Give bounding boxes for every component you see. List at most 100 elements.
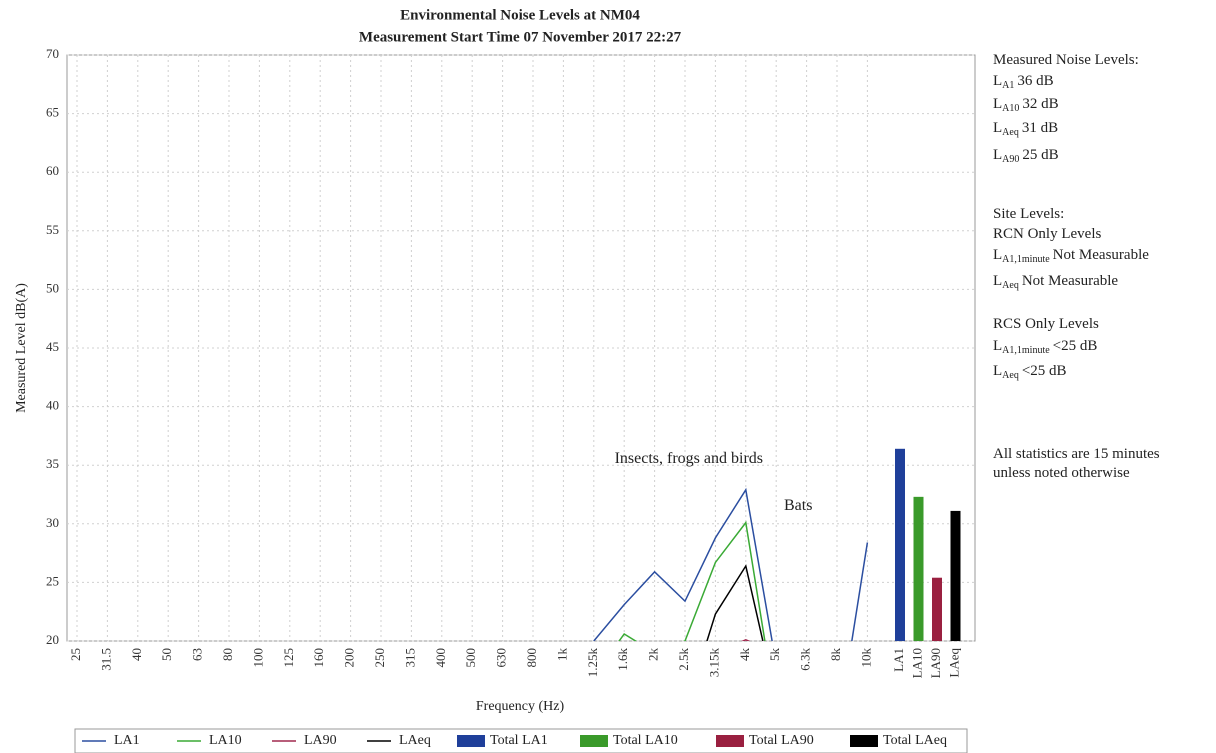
symbol: L (993, 247, 1002, 263)
legend-label: Total LA90 (749, 733, 814, 748)
bar (932, 577, 942, 641)
side-heading: RCN Only Levels (993, 226, 1101, 242)
x-tick-label: 3.15k (706, 648, 721, 678)
x-tick-label: 160 (311, 648, 326, 668)
x-tick-label: 100 (250, 648, 265, 668)
x-tick-label: 400 (433, 648, 448, 668)
x-tick-label: 1.6k (615, 648, 630, 671)
x-tick-label: 125 (281, 648, 296, 668)
y-tick-label: 35 (46, 456, 59, 471)
y-tick-label: 20 (46, 632, 59, 647)
x-tick-label: 1.25k (585, 648, 600, 678)
symbol: L (993, 120, 1002, 136)
symbol: L (993, 96, 1002, 112)
annotation: Insects, frogs and birds (615, 450, 763, 467)
symbol: L (993, 147, 1002, 163)
subscript: A1,1minute (1002, 254, 1050, 265)
y-tick-label: 70 (46, 46, 59, 61)
subscript: A1,1minute (1002, 345, 1050, 356)
side-text: RCN Only Levels (993, 226, 1101, 242)
x-tick-label: 63 (190, 648, 205, 661)
side-value: 36 dB (1017, 73, 1053, 89)
chart-title: Environmental Noise Levels at NM04 (400, 7, 640, 23)
subscript: A1 (1002, 80, 1014, 91)
x-tick-label: LA1 (891, 648, 906, 672)
legend-swatch (850, 735, 878, 747)
x-tick-label: 50 (159, 648, 174, 661)
x-tick-label: 8k (828, 648, 843, 662)
side-value: <25 dB (1022, 363, 1067, 379)
x-tick-label: LA90 (928, 648, 943, 678)
x-tick-label: 800 (524, 648, 539, 668)
symbol: L (993, 338, 1002, 354)
legend-frame (74, 728, 968, 753)
side-text: LA10 32 dB (993, 96, 1059, 114)
side-text: All statistics are 15 minutes (993, 446, 1160, 462)
side-text: LA1 36 dB (993, 73, 1054, 91)
side-text: LA1,1minute Not Measurable (993, 247, 1149, 265)
bar (913, 496, 924, 641)
bar (950, 510, 961, 641)
side-heading: unless noted otherwise (993, 465, 1130, 481)
chart-subtitle: Measurement Start Time 07 November 2017 … (359, 29, 682, 45)
line-series (593, 487, 773, 641)
subscript: Aeq (1002, 370, 1019, 381)
legend-label: Total LA10 (613, 733, 678, 748)
x-tick-label: 2.5k (676, 648, 691, 671)
x-axis-label: Frequency (Hz) (476, 699, 565, 714)
legend-swatch (457, 735, 485, 747)
subscript: Aeq (1002, 127, 1019, 138)
legend-label: Total LAeq (883, 733, 947, 748)
side-value: 25 dB (1022, 147, 1058, 163)
x-tick-label: 315 (402, 648, 417, 668)
y-tick-label: 40 (46, 398, 59, 413)
symbol: L (993, 363, 1002, 379)
side-value: Not Measurable (1022, 273, 1119, 289)
y-tick-label: 50 (46, 280, 59, 295)
x-tick-label: 80 (220, 648, 235, 661)
y-tick-label: 45 (46, 339, 59, 354)
side-value: 31 dB (1022, 120, 1058, 136)
subscript: Aeq (1002, 280, 1019, 291)
line-series (618, 520, 766, 641)
legend-label: LAeq (399, 733, 431, 748)
x-tick-label: 4k (737, 648, 752, 662)
x-tick-label: 250 (372, 648, 387, 668)
side-text: LAeq 31 dB (993, 120, 1058, 138)
side-heading: RCS Only Levels (993, 316, 1099, 332)
x-tick-label: 25 (68, 648, 83, 661)
annotation: Bats (784, 497, 812, 514)
side-value: Not Measurable (1053, 247, 1150, 263)
side-text: Measured Noise Levels: (993, 52, 1139, 68)
side-value: 32 dB (1022, 96, 1058, 112)
side-text: LA90 25 dB (993, 147, 1059, 165)
side-text: RCS Only Levels (993, 316, 1099, 332)
x-tick-label: 31.5 (98, 648, 113, 671)
subscript: A10 (1002, 103, 1019, 114)
plot-area (593, 448, 961, 641)
x-tick-label: LA10 (909, 648, 924, 678)
x-tick-label: 6.3k (798, 648, 813, 671)
legend-swatch (716, 735, 744, 747)
x-tick-label: LAeq (946, 648, 961, 678)
x-tick-label: 2k (646, 648, 661, 662)
side-text: LAeq Not Measurable (993, 273, 1118, 291)
legend-swatch (580, 735, 608, 747)
subscript: A90 (1002, 154, 1019, 165)
y-tick-label: 25 (46, 573, 59, 588)
x-tick-label: 40 (129, 648, 144, 661)
symbol: L (993, 273, 1002, 289)
x-tick-label: 200 (342, 648, 357, 668)
side-heading: Site Levels: (993, 206, 1064, 222)
line-series (851, 542, 869, 641)
y-tick-label: 30 (46, 515, 59, 530)
y-tick-label: 55 (46, 222, 59, 237)
x-tick-label: 1k (554, 648, 569, 662)
side-text: LAeq <25 dB (993, 363, 1067, 381)
x-tick-label: 630 (494, 648, 509, 668)
side-heading: All statistics are 15 minutes (993, 446, 1160, 462)
side-text: unless noted otherwise (993, 465, 1130, 481)
legend-label: Total LA1 (490, 733, 548, 748)
side-value: <25 dB (1053, 338, 1098, 354)
